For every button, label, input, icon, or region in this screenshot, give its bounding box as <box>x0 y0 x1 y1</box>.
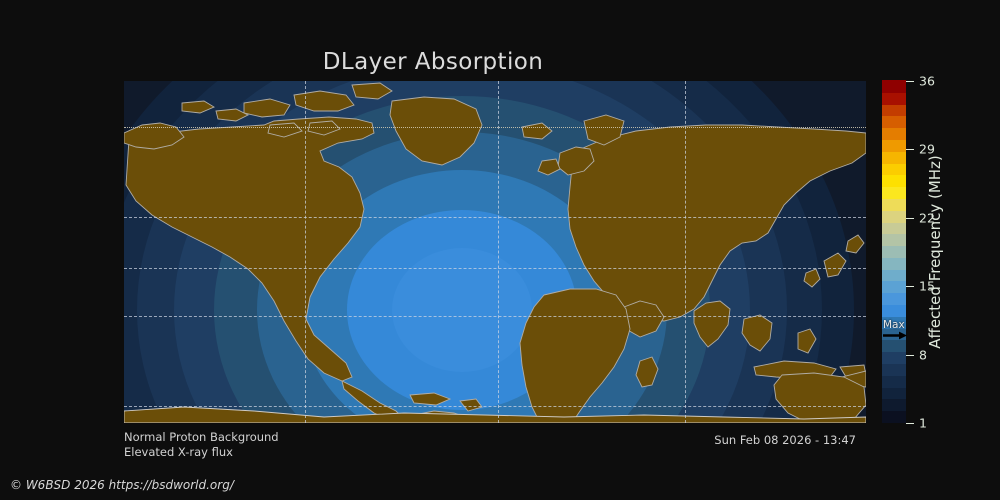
max-marker: Max <box>882 319 908 340</box>
gridline-meridian <box>685 81 686 423</box>
colorbar-tick <box>906 423 914 424</box>
colorbar-tick-labels: 1 8 15 22 29 36 <box>906 74 946 431</box>
world-map[interactable] <box>124 81 866 423</box>
colorbar-gradient <box>882 80 906 423</box>
colorbar-axis-title-text: Affected Frequency (MHz) <box>926 155 944 349</box>
colorbar-tick-label: 8 <box>919 347 927 363</box>
colorbar-tick <box>906 217 914 219</box>
colorbar-band <box>882 316 906 329</box>
colorbar-band <box>882 233 906 247</box>
colorbar-band <box>882 363 906 376</box>
gridline-parallel <box>124 217 866 218</box>
colorbar-band <box>882 92 906 105</box>
colorbar-tick <box>906 354 914 356</box>
colorbar-band <box>882 151 906 164</box>
colorbar-band <box>882 269 906 282</box>
colorbar-band <box>882 186 906 199</box>
colorbar-band <box>882 280 906 294</box>
colorbar-band <box>882 127 906 140</box>
colorbar-band <box>882 257 906 270</box>
colorbar-band <box>882 139 906 152</box>
colorbar-axis-title: Affected Frequency (MHz) <box>922 81 948 423</box>
colorbar-tick-label: 36 <box>919 73 935 89</box>
colorbar-band <box>882 292 906 306</box>
gridline-parallel <box>124 316 866 317</box>
colorbar-tick <box>906 81 914 82</box>
colorbar-tick-label: 1 <box>919 415 927 431</box>
colorbar-tick <box>906 286 914 288</box>
graticule <box>124 81 866 423</box>
colorbar-tick-label: 29 <box>919 141 935 157</box>
colorbar-band <box>882 339 906 353</box>
colorbar-band <box>882 162 906 176</box>
colorbar-band <box>882 398 906 412</box>
colorbar-band <box>882 387 906 400</box>
colorbar-tick-label: 22 <box>919 210 935 226</box>
gridline-meridian <box>305 81 306 423</box>
colorbar-band <box>882 245 906 258</box>
annotation-proton-background: Normal Proton Background <box>124 430 279 444</box>
gridline-meridian <box>498 81 499 423</box>
colorbar-band <box>882 221 906 235</box>
gridline-parallel <box>124 406 866 407</box>
colorbar-band <box>882 410 906 423</box>
colorbar-band <box>882 115 906 129</box>
colorbar-band <box>882 210 906 223</box>
max-marker-label: Max <box>883 318 905 331</box>
gridline-terminator <box>124 127 866 128</box>
colorbar-band <box>882 80 906 93</box>
copyright-credit: © W6BSD 2026 https://bsdworld.org/ <box>10 478 234 492</box>
colorbar-band <box>882 375 906 388</box>
colorbar-band <box>882 351 906 365</box>
coastlines-overlay <box>124 81 866 423</box>
colorbar[interactable] <box>882 80 906 423</box>
colorbar-band <box>882 198 906 211</box>
annotation-xray-flux: Elevated X-ray flux <box>124 445 233 459</box>
colorbar-tick <box>906 149 914 151</box>
colorbar-band <box>882 304 906 317</box>
colorbar-band <box>882 174 906 188</box>
timestamp: Sun Feb 08 2026 - 13:47 <box>714 433 856 447</box>
page-title: DLayer Absorption <box>322 49 544 75</box>
colorbar-tick-label: 15 <box>919 278 935 294</box>
arrow-right-icon <box>883 331 907 340</box>
gridline-parallel <box>124 268 866 269</box>
colorbar-band <box>882 104 906 117</box>
